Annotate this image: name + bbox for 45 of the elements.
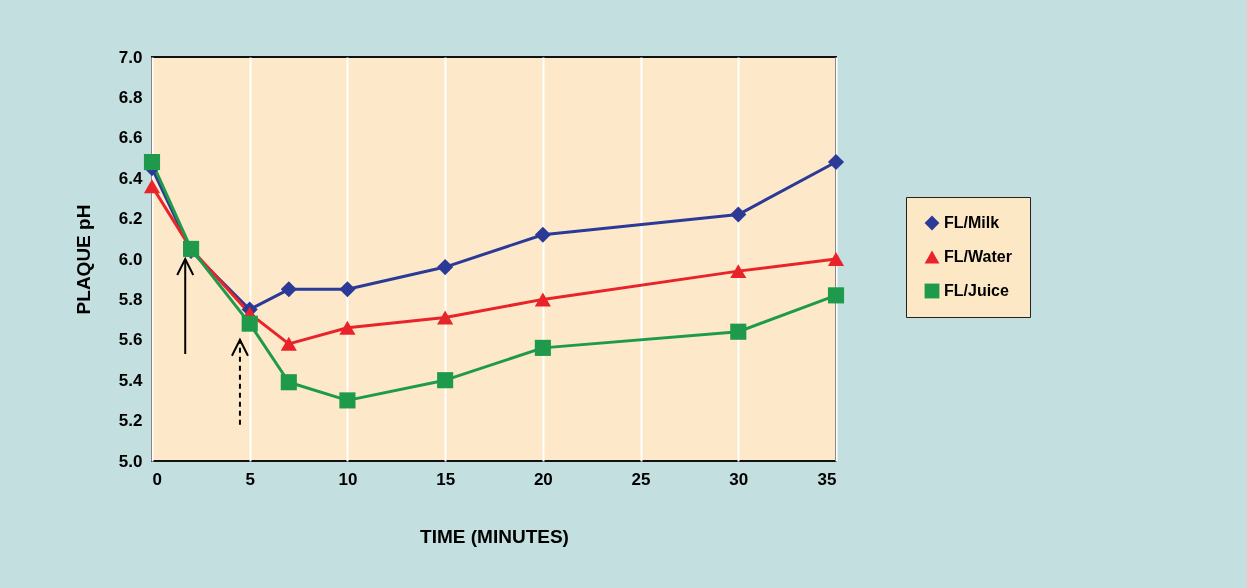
point bbox=[534, 292, 551, 307]
point bbox=[730, 323, 747, 340]
y-tick-label: 5.2 bbox=[118, 411, 143, 431]
x-tick-label: 25 bbox=[631, 469, 651, 489]
point bbox=[143, 153, 161, 171]
point bbox=[339, 320, 356, 335]
y-tick-label: 6.2 bbox=[118, 209, 143, 229]
point bbox=[827, 252, 845, 266]
point bbox=[534, 226, 551, 243]
point bbox=[241, 315, 258, 332]
point bbox=[534, 339, 551, 356]
x-tick-label: 0 bbox=[152, 469, 162, 489]
point bbox=[437, 310, 454, 325]
point bbox=[280, 336, 297, 351]
y-tick-label: 7.0 bbox=[118, 47, 143, 67]
y-tick-label: 5.6 bbox=[118, 330, 143, 350]
legend-label: FL/Milk bbox=[944, 214, 1000, 231]
y-tick-label: 5.0 bbox=[118, 451, 143, 471]
y-tick-label: 6.6 bbox=[118, 128, 143, 148]
y-axis-title: PLAQUE pH bbox=[72, 204, 94, 315]
x-tick-label: 20 bbox=[533, 469, 553, 489]
point bbox=[280, 281, 297, 298]
point bbox=[827, 287, 845, 304]
legend-label: FL/Water bbox=[944, 248, 1012, 265]
x-tick-label: 35 bbox=[817, 469, 837, 489]
x-tick-label: 30 bbox=[729, 469, 749, 489]
legend-label: FL/Juice bbox=[944, 282, 1010, 299]
point bbox=[280, 374, 297, 391]
x-tick-label: 5 bbox=[245, 469, 255, 489]
y-tick-label: 5.4 bbox=[118, 370, 144, 390]
y-tick-label: 6.0 bbox=[118, 249, 143, 269]
point bbox=[437, 372, 454, 389]
y-tick-label: 5.8 bbox=[118, 289, 143, 309]
point bbox=[730, 264, 747, 279]
point bbox=[339, 392, 356, 409]
x-tick-label: 10 bbox=[338, 469, 358, 489]
y-tick-label: 6.4 bbox=[118, 168, 144, 188]
point bbox=[827, 153, 845, 171]
x-tick-label: 15 bbox=[436, 469, 456, 489]
point bbox=[339, 281, 356, 298]
point bbox=[730, 206, 747, 223]
x-axis-title: TIME (MINUTES) bbox=[420, 525, 569, 547]
point bbox=[437, 259, 454, 276]
y-tick-label: 6.8 bbox=[118, 87, 143, 107]
point bbox=[143, 179, 161, 194]
